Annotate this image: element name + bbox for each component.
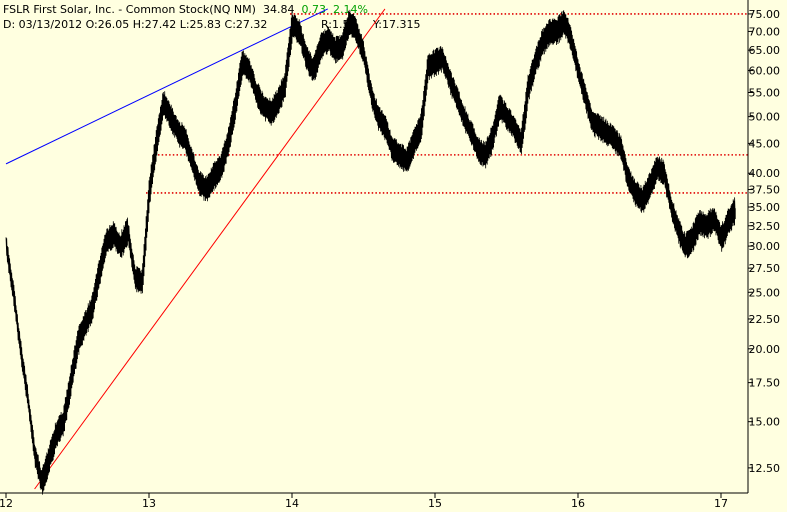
y-tick-label: 17.50 (749, 377, 781, 390)
y-tick-label: 65.00 (749, 44, 781, 57)
y-tick-label: 15.00 (749, 416, 781, 429)
y-tick-label: 22.50 (749, 313, 781, 326)
y-tick-label: 35.00 (749, 201, 781, 214)
y-tick-label: 55.00 (749, 87, 781, 100)
price-series-line (5, 9, 736, 495)
y-tick-label: 60.00 (749, 64, 781, 77)
x-tick-label: 12 (0, 497, 13, 510)
y-tick-label: 30.00 (749, 240, 781, 253)
price-change-pct: 2.14% (332, 3, 368, 16)
x-tick-label: 17 (714, 497, 728, 510)
y-tick-label: 40.00 (749, 167, 781, 180)
chart-header-line2: D: 03/13/2012 O:26.05 H:27.42 L:25.83 C:… (3, 18, 420, 31)
y-tick-label: 20.00 (749, 343, 781, 356)
y-tick-label: 45.00 (749, 137, 781, 150)
y-readout: Y:17.315 (373, 18, 421, 31)
x-tick-label: 14 (285, 497, 299, 510)
chart-title: FSLR First Solar, Inc. - Common Stock(NQ… (3, 3, 256, 16)
x-tick-label: 15 (428, 497, 442, 510)
last-price: 34.84 (262, 3, 295, 16)
y-tick-label: 32.50 (749, 220, 781, 233)
y-tick-label: 75.00 (749, 8, 781, 21)
lower-trendline (34, 8, 386, 490)
x-tick-label: 16 (571, 497, 585, 510)
y-tick-label: 25.00 (749, 286, 781, 299)
ohlc-readout: D: 03/13/2012 O:26.05 H:27.42 L:25.83 C:… (3, 18, 268, 31)
y-tick-label: 70.00 (749, 25, 781, 38)
y-tick-label: 27.50 (749, 262, 781, 275)
x-tick-label: 13 (142, 497, 156, 510)
y-tick-label: 12.50 (749, 462, 781, 475)
chart-header-line1: FSLR First Solar, Inc. - Common Stock(NQ… (3, 3, 368, 16)
y-tick-label: 50.00 (749, 111, 781, 124)
upper-trendline (5, 8, 328, 165)
y-tick-label: 37.50 (749, 184, 781, 197)
